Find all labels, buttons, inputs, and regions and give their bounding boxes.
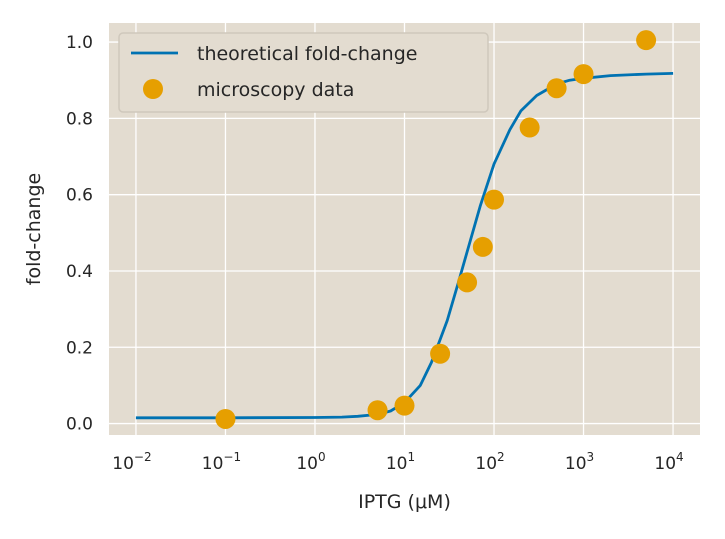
y-tick-label: 0.0 [66, 415, 93, 435]
data-point [430, 343, 451, 364]
y-axis-label: fold-change [23, 173, 45, 285]
data-point [367, 400, 388, 421]
data-point [215, 408, 236, 429]
data-point [519, 117, 540, 138]
legend-entry-theoretical: theoretical fold-change [197, 43, 417, 65]
data-point [636, 30, 657, 51]
x-axis-ticks: 10−2 10−1 100 101 102 103 104 [112, 450, 683, 474]
data-point [546, 78, 567, 99]
y-tick-label: 0.2 [66, 338, 93, 358]
series-layer [135, 30, 674, 429]
legend: theoretical fold-change microscopy data [118, 32, 489, 113]
data-point [394, 395, 415, 416]
legend-entry-microscopy: microscopy data [197, 79, 354, 101]
y-tick-label: 0.4 [66, 262, 93, 282]
x-tick-label: 10−1 [202, 450, 241, 474]
x-tick-label: 101 [386, 450, 415, 474]
data-point [573, 64, 594, 85]
x-tick-label: 10−2 [112, 450, 151, 474]
y-axis-ticks: 0.0 0.2 0.4 0.6 0.8 1.0 [66, 33, 93, 434]
x-tick-label: 100 [296, 450, 325, 474]
y-tick-label: 0.6 [66, 186, 93, 206]
x-tick-label: 103 [565, 450, 594, 474]
data-point [472, 236, 493, 257]
legend-box [118, 32, 489, 113]
data-point [457, 272, 478, 293]
y-tick-label: 1.0 [66, 33, 93, 53]
x-axis-label: IPTG (μM) [358, 491, 451, 513]
x-tick-label: 102 [475, 450, 504, 474]
y-tick-label: 0.8 [66, 109, 93, 129]
x-tick-label: 104 [654, 450, 683, 474]
legend-marker-swatch [143, 79, 163, 99]
data-point [484, 189, 505, 210]
